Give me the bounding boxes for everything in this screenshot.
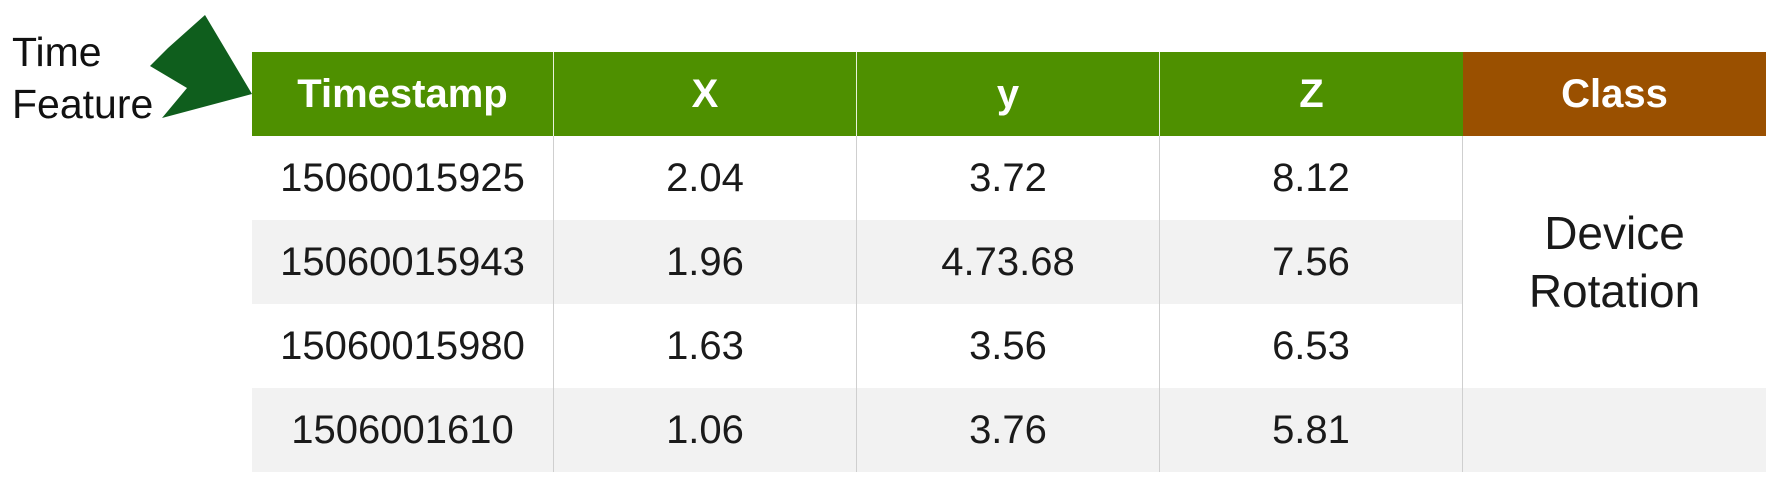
cell-x: 1.63 bbox=[554, 304, 857, 388]
cell-x: 1.06 bbox=[554, 388, 857, 472]
cell-x: 1.96 bbox=[554, 220, 857, 304]
cell-timestamp: 15060015943 bbox=[252, 220, 554, 304]
time-feature-label-line2: Feature bbox=[12, 81, 154, 127]
header-timestamp: Timestamp bbox=[252, 52, 554, 136]
time-feature-label-line1: Time bbox=[12, 29, 102, 75]
cell-y: 3.76 bbox=[857, 388, 1160, 472]
time-feature-label: Time Feature bbox=[12, 26, 153, 130]
cell-timestamp: 15060015980 bbox=[252, 304, 554, 388]
class-value-line2: Rotation bbox=[1528, 265, 1701, 317]
cell-z: 6.53 bbox=[1160, 304, 1463, 388]
cell-timestamp: 1506001610 bbox=[252, 388, 554, 472]
cell-y: 3.56 bbox=[857, 304, 1160, 388]
header-x: X bbox=[554, 52, 857, 136]
header-z: Z bbox=[1160, 52, 1463, 136]
sensor-data-table: Timestamp X y Z Class 15060015925 2.04 3… bbox=[252, 52, 1766, 472]
cell-z: 5.81 bbox=[1160, 388, 1463, 472]
cell-timestamp: 15060015925 bbox=[252, 136, 554, 220]
pointer-arrow-icon bbox=[150, 15, 252, 118]
header-y: y bbox=[857, 52, 1160, 136]
cell-y: 3.72 bbox=[857, 136, 1160, 220]
class-empty-cell bbox=[1463, 388, 1766, 472]
cell-x: 2.04 bbox=[554, 136, 857, 220]
header-class: Class bbox=[1463, 52, 1766, 136]
class-value: Device Rotation bbox=[1463, 136, 1766, 388]
cell-z: 7.56 bbox=[1160, 220, 1463, 304]
cell-z: 8.12 bbox=[1160, 136, 1463, 220]
class-value-line1: Device bbox=[1544, 207, 1685, 259]
cell-y: 4.73.68 bbox=[857, 220, 1160, 304]
